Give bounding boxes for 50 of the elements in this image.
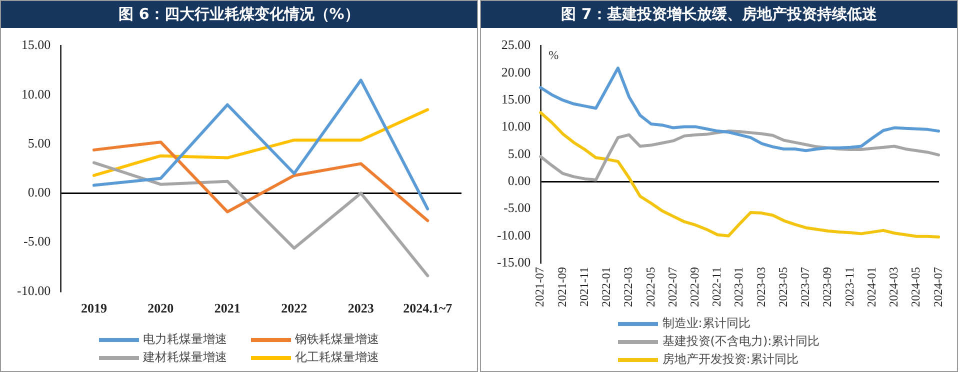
y-tick-label: -5.00 <box>503 200 531 216</box>
x-tick-label: 2024-05 <box>908 267 923 308</box>
x-tick-label: 2023-03 <box>754 267 768 308</box>
x-tick-label: 2021 <box>214 300 240 316</box>
y-tick-label: 25.00 <box>501 37 531 52</box>
legend-label: 钢铁耗煤量增速 <box>295 331 379 348</box>
y-tick-label: 0.00 <box>508 172 531 188</box>
x-tick-label: 2021-09 <box>554 267 569 308</box>
x-tick-label: 2023-07 <box>798 267 812 308</box>
x-tick-label: 2024-07 <box>930 267 945 308</box>
x-tick-label: 2022 <box>281 300 308 316</box>
x-tick-label: 2023-05 <box>776 267 790 308</box>
y-tick-label: 15.00 <box>501 92 531 107</box>
x-tick-label: 2022-09 <box>688 267 702 308</box>
legend-label: 化工耗煤量增速 <box>295 349 379 366</box>
x-tick-label: 2023-11 <box>842 267 856 307</box>
y-tick-label: 15.00 <box>21 37 51 52</box>
legend-label: 电力耗煤量增速 <box>143 331 227 348</box>
x-tick-label: 2022-03 <box>621 267 636 308</box>
y-tick-label: -5.00 <box>23 234 51 249</box>
x-tick-label: 2024-03 <box>886 267 901 308</box>
x-tick-label: 2023 <box>348 300 374 316</box>
legend-label: 房地产开发投资:累计同比 <box>662 351 798 368</box>
x-tick-label: 2022-07 <box>665 267 680 308</box>
legend-label: 制造业:累计同比 <box>662 315 750 332</box>
y-tick-label: -15.00 <box>496 254 531 270</box>
x-tick-label: 2019 <box>80 300 108 316</box>
x-tick-label: 2021-11 <box>576 267 591 307</box>
y-axis-title: % <box>548 48 559 62</box>
y-tick-label: 10.00 <box>21 86 51 102</box>
x-tick-label: 2022-05 <box>643 267 658 308</box>
x-tick-label: 2024-01 <box>864 267 878 308</box>
x-tick-label: 2022-11 <box>710 267 724 307</box>
chart-title: 图 6：四大行业耗煤变化情况（%） <box>1 1 477 28</box>
x-tick-label: 2021-07 <box>532 267 547 308</box>
chart-title: 图 7：基建投资增长放缓、房地产投资持续低迷 <box>481 1 957 28</box>
x-tick-label: 2023-09 <box>820 267 834 308</box>
legend-label: 建材耗煤量增速 <box>143 349 227 366</box>
y-tick-label: 0.00 <box>28 184 51 200</box>
x-tick-label: 2023-01 <box>732 267 746 308</box>
x-tick-label: 2022-01 <box>599 267 614 308</box>
y-tick-label: -10.00 <box>16 282 51 298</box>
y-tick-label: -10.00 <box>496 227 531 242</box>
y-tick-label: 10.00 <box>501 118 531 134</box>
y-tick-label: 5.00 <box>508 146 531 161</box>
y-tick-label: 5.00 <box>28 135 51 150</box>
y-tick-label: 20.00 <box>501 64 531 80</box>
legend-label: 基建投资(不含电力):累计同比 <box>662 333 820 350</box>
x-tick-label: 2020 <box>148 300 174 316</box>
x-tick-label: 2024.1~7 <box>403 300 453 316</box>
